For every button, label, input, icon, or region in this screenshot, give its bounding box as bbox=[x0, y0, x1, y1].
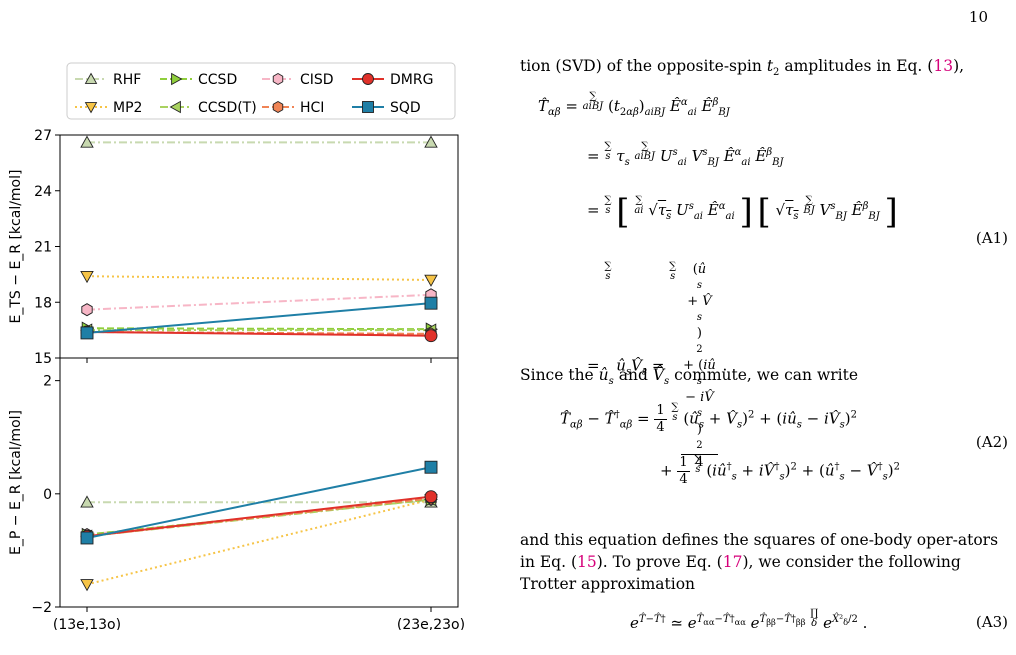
y-tick-label: 27 bbox=[34, 128, 52, 144]
equation-a3: eT̂−T̂† ≃ eT̂αα−T̂†αα eT̂ββ−T̂†ββ ∏ δ eX̂… bbox=[630, 608, 1008, 633]
legend-marker bbox=[169, 100, 181, 114]
data-point-rhf bbox=[424, 135, 438, 148]
legend-label: CISD bbox=[300, 72, 334, 88]
x-tick-label: (13e,13o) bbox=[53, 617, 121, 630]
data-point-sqd bbox=[424, 460, 438, 474]
series-line-sqd bbox=[86, 466, 432, 539]
equation-number-a1: (A1) bbox=[975, 229, 1008, 247]
y-tick-label: 2 bbox=[43, 374, 52, 390]
paragraph-trotter: and this equation defines the squares of… bbox=[520, 531, 999, 593]
page-number: 10 bbox=[968, 8, 988, 26]
paragraph-intro: tion (SVD) of the opposite-spin t2 ampli… bbox=[520, 57, 965, 78]
series-line-mp2 bbox=[86, 275, 432, 281]
y-tick-label: −2 bbox=[31, 600, 52, 616]
legend-label: SQD bbox=[390, 100, 421, 116]
data-point-sqd bbox=[80, 326, 94, 340]
y-tick-label: 0 bbox=[43, 487, 52, 503]
equation-number-a3: (A3) bbox=[975, 613, 1008, 631]
equation-number-a2: (A2) bbox=[975, 433, 1008, 451]
y-tick-label: 21 bbox=[34, 240, 52, 256]
legend-label: RHF bbox=[113, 72, 141, 88]
data-point-dmrg bbox=[424, 490, 438, 504]
data-point-mp2 bbox=[424, 274, 438, 287]
legend-label: HCI bbox=[300, 100, 324, 116]
legend-marker bbox=[84, 102, 98, 114]
data-point-dmrg bbox=[424, 329, 438, 343]
series-line-ccsd bbox=[86, 327, 432, 331]
x-tick-label: (23e,23o) bbox=[397, 617, 465, 630]
data-point-mp2 bbox=[80, 579, 94, 592]
series-line-sqd bbox=[86, 302, 432, 334]
data-point-sqd bbox=[424, 296, 438, 310]
legend-marker bbox=[84, 72, 98, 84]
series-line-dmrg bbox=[86, 495, 432, 538]
legend-marker bbox=[171, 72, 183, 86]
plot-frame bbox=[59, 134, 459, 359]
legend-label: DMRG bbox=[390, 72, 433, 88]
text-column: tion (SVD) of the opposite-spin t2 ampli… bbox=[520, 55, 1008, 655]
y-tick-label: 24 bbox=[34, 184, 52, 200]
legend-marker bbox=[362, 101, 374, 113]
ref-eq13[interactable]: 13 bbox=[933, 57, 954, 75]
y-tick-label: 18 bbox=[34, 295, 52, 311]
legend: RHF CCSD CISD DMRG MP2 CCSD(T) HCI SQD bbox=[66, 62, 456, 120]
y-axis-label: E_TS − E_R [kcal/mol] bbox=[8, 170, 24, 324]
ref-eq15[interactable]: 15 bbox=[577, 553, 597, 571]
y-tick-label: 15 bbox=[34, 351, 52, 367]
data-point-mp2 bbox=[80, 270, 94, 284]
legend-marker bbox=[272, 72, 284, 86]
legend-label: CCSD(T) bbox=[198, 100, 257, 116]
data-point-cisd bbox=[81, 303, 93, 317]
series-line-mp2 bbox=[86, 498, 432, 586]
series-line-cisd bbox=[86, 293, 432, 311]
legend-label: MP2 bbox=[113, 100, 142, 116]
legend-frame bbox=[66, 62, 456, 120]
legend-label: CCSD bbox=[198, 72, 237, 88]
equation-a1: T̂αβ = ∑ aiBJ (t2αβ)aiBJ Êαai ÊβBJ = ∑ s τ… bbox=[538, 91, 1008, 471]
legend-marker bbox=[272, 100, 284, 114]
plot-frame bbox=[59, 357, 459, 608]
data-point-sqd bbox=[80, 531, 94, 545]
data-point-rhf bbox=[80, 495, 94, 508]
series-line-dmrg bbox=[86, 330, 432, 337]
ref-eq17[interactable]: 17 bbox=[722, 553, 743, 571]
chart-bottom-panel: −2 0 2 E_P − E_R [kcal/mol] (13e,13o) (23e,23… bbox=[8, 357, 465, 630]
figure: RHF CCSD CISD DMRG MP2 CCSD(T) HCI SQD 15 18 21 24… bbox=[8, 62, 465, 630]
paragraph-since: Since the ûs and V̂s commute, we can wri… bbox=[520, 366, 858, 387]
chart-top-panel: 15 18 21 24 27 E_TS − E_R [kcal/mol] bbox=[8, 128, 459, 367]
y-axis-label: E_P − E_R [kcal/mol] bbox=[8, 410, 24, 555]
legend-marker bbox=[362, 73, 374, 85]
data-point-rhf bbox=[80, 135, 94, 148]
